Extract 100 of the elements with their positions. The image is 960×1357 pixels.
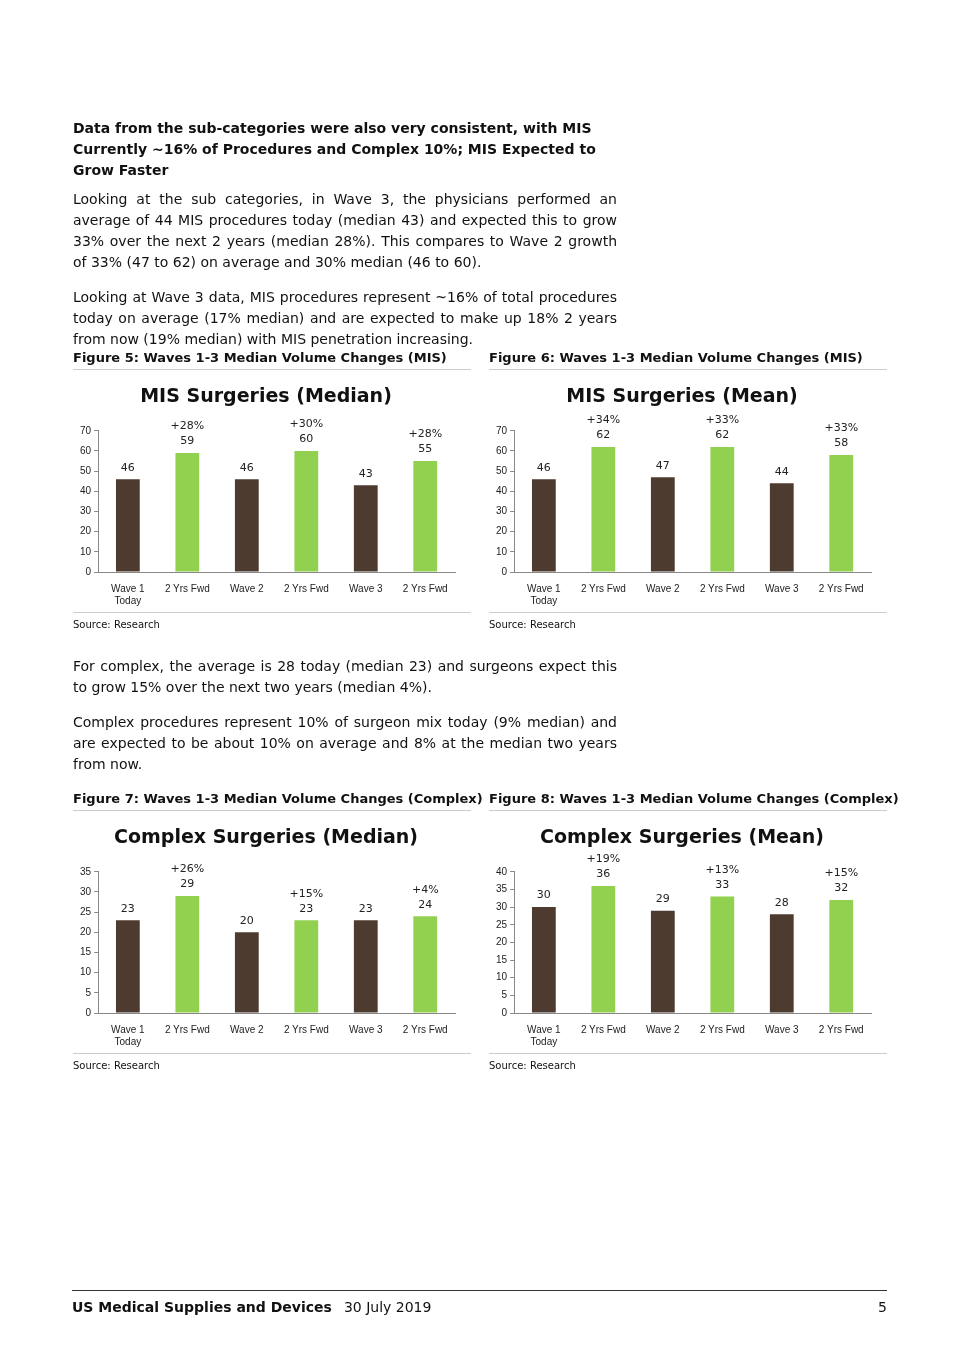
data-label: +33% 58: [824, 421, 859, 450]
data-label: +15% 23: [289, 886, 324, 915]
y-tick-label: 20: [496, 525, 508, 537]
x-tick-label: 2 Yrs Fwd: [402, 1023, 448, 1035]
x-tick-label: 2 Yrs Fwd: [699, 1023, 745, 1035]
data-label: +33% 62: [705, 413, 740, 442]
bar: [115, 920, 140, 1013]
bar: [710, 446, 735, 572]
x-tick-label: Wave 3: [765, 1023, 799, 1035]
bar: [413, 916, 438, 1013]
y-tick-label: 60: [496, 444, 508, 456]
data-label: +13% 33: [705, 862, 740, 891]
data-label: +34% 62: [586, 413, 621, 442]
data-label: 44: [774, 464, 789, 478]
text: 30 July 2019: [343, 1299, 432, 1315]
data-label: +19% 36: [586, 852, 621, 881]
y-tick-label: 30: [80, 885, 92, 897]
source-note: Source: Research: [489, 612, 887, 630]
x-tick-label: 2 Yrs Fwd: [164, 582, 210, 594]
bar: [591, 885, 616, 1013]
bar: [650, 477, 675, 572]
bar: [531, 907, 556, 1013]
y-tick-label: 20: [496, 936, 508, 948]
data-label: +4% 24: [411, 882, 439, 911]
y-tick-label: 35: [496, 883, 508, 895]
source-note: Source: Research: [73, 612, 471, 630]
data-label: 30: [536, 888, 551, 902]
y-tick-label: 10: [80, 545, 92, 557]
y-tick-label: 40: [496, 865, 508, 877]
data-label: +28% 55: [408, 427, 443, 456]
y-tick-label: 15: [496, 953, 508, 965]
data-label: +26% 29: [170, 862, 205, 891]
y-tick-label: 50: [80, 464, 92, 476]
x-tick-label: 2 Yrs Fwd: [699, 582, 745, 594]
x-tick-label: 2 Yrs Fwd: [580, 1023, 626, 1035]
y-tick-label: 50: [496, 464, 508, 476]
data-label: 46: [536, 460, 551, 474]
y-tick-label: 5: [501, 989, 508, 1001]
x-tick-label: Wave 1 Today: [527, 582, 562, 606]
source-note: Source: Research: [73, 1053, 471, 1071]
x-tick-label: Wave 3: [349, 1023, 383, 1035]
y-tick-label: 5: [85, 986, 92, 998]
bar: [175, 452, 200, 572]
x-tick-label: Wave 2: [230, 1023, 265, 1035]
x-tick-label: 2 Yrs Fwd: [818, 582, 864, 594]
x-tick-label: 2 Yrs Fwd: [283, 1023, 329, 1035]
bar: [591, 446, 616, 572]
x-tick-label: Wave 1 Today: [111, 1023, 146, 1047]
bar: [413, 461, 438, 572]
bar: [829, 900, 854, 1013]
data-label: 28: [774, 895, 789, 909]
text: 5: [878, 1299, 887, 1315]
bar: [769, 483, 794, 572]
bar: [294, 920, 319, 1013]
bar: [234, 932, 259, 1013]
source-note: Source: Research: [489, 1053, 887, 1071]
y-tick-label: 35: [80, 865, 92, 877]
data-label: +30% 60: [289, 417, 324, 446]
y-tick-label: 40: [496, 485, 508, 497]
chart-subtitle: Complex Surgeries (Mean): [540, 825, 824, 848]
x-tick-label: Wave 1 Today: [527, 1023, 562, 1047]
y-tick-label: 25: [80, 905, 92, 917]
chart-subtitle: MIS Surgeries (Median): [140, 384, 392, 407]
text: Data from the sub-categories were also very consistent, with MIS Currently ~16% of Procedures and Complex 10%; MIS Expected to Grow Faster: [73, 119, 597, 180]
bar: [769, 914, 794, 1013]
data-label: 29: [655, 891, 670, 905]
text: Looking at Wave 3 data, MIS procedures represent ~16% of total procedures today on average (17% median) and are expected to make up 18% 2 years from now (19% median) with MIS penetration increasing.: [73, 288, 617, 349]
x-tick-label: Wave 3: [349, 582, 383, 594]
data-label: 43: [358, 466, 373, 480]
chart-title: Figure 7: Waves 1-3 Median Volume Changes (Complex): [73, 790, 483, 808]
bar: [294, 450, 319, 572]
chart-title: Figure 5: Waves 1-3 Median Volume Changes (MIS): [73, 349, 471, 370]
text: Complex procedures represent 10% of surgeon mix today (9% median) and are expected to be about 10% on average and 8% at the median two years from now.: [73, 713, 617, 774]
bar: [175, 896, 200, 1013]
x-tick-label: Wave 2: [646, 582, 681, 594]
x-tick-label: Wave 2: [230, 582, 265, 594]
y-tick-label: 10: [80, 966, 92, 978]
bar: [115, 479, 140, 572]
data-label: 47: [655, 458, 670, 472]
data-label: 20: [239, 913, 254, 927]
text: Looking at the sub categories, in Wave 3, the physicians performed an average of 44 MIS procedures today (median 43) and expected this to grow 33% over the next 2 years (median 28%). This compares to Wave 2 growth of 33% (47 to 62) on average and 30% median (46 to 60).: [73, 190, 617, 272]
y-tick-label: 0: [501, 1006, 508, 1018]
y-tick-label: 10: [496, 971, 508, 983]
y-tick-label: 30: [80, 505, 92, 517]
y-tick-label: 30: [496, 900, 508, 912]
bar: [353, 485, 378, 572]
y-tick-label: 15: [80, 946, 92, 958]
data-label: 23: [358, 901, 373, 915]
y-tick-label: 10: [496, 545, 508, 557]
x-tick-label: 2 Yrs Fwd: [283, 582, 329, 594]
y-tick-label: 0: [85, 565, 92, 577]
bar: [353, 920, 378, 1013]
y-tick-label: 60: [80, 444, 92, 456]
chart-title: Figure 8: Waves 1-3 Median Volume Changes (Complex): [489, 790, 899, 808]
bar: [531, 479, 556, 572]
bar: [710, 896, 735, 1013]
x-tick-label: Wave 3: [765, 582, 799, 594]
text: US Medical Supplies and Devices: [72, 1299, 332, 1315]
y-tick-label: 30: [496, 505, 508, 517]
x-tick-label: 2 Yrs Fwd: [580, 582, 626, 594]
